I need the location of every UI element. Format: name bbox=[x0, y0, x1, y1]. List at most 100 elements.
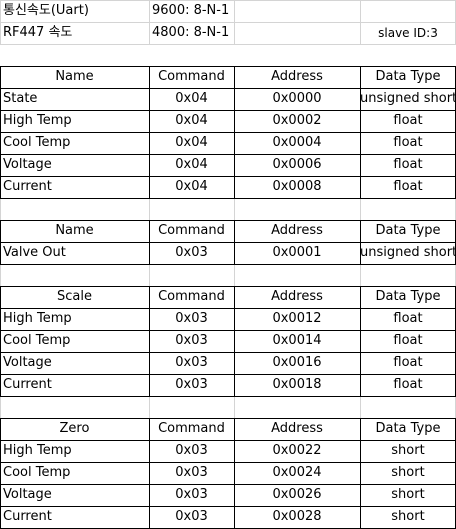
command-cell: 0x04 bbox=[175, 91, 208, 106]
grid-line bbox=[149, 220, 150, 265]
grid-line bbox=[0, 0, 456, 1]
name-cell: Valve Out bbox=[3, 245, 66, 260]
name-cell: Cool Temp bbox=[3, 135, 71, 150]
data-type-cell: float bbox=[393, 355, 423, 370]
grid-line bbox=[234, 220, 235, 265]
grid-line bbox=[0, 242, 456, 243]
grid-line bbox=[0, 397, 1, 418]
table-row: Valve Out 0x03 0x0001 unsigned short bbox=[0, 242, 456, 264]
address-cell: 0x0004 bbox=[272, 135, 322, 150]
grid-line bbox=[0, 154, 456, 155]
command-cell: 0x03 bbox=[175, 443, 208, 458]
command-cell: 0x04 bbox=[175, 113, 208, 128]
grid-line bbox=[360, 418, 361, 529]
grid-line bbox=[0, 88, 456, 89]
table-row: High Temp 0x03 0x0022 short bbox=[0, 440, 456, 462]
address-cell: 0x0022 bbox=[272, 443, 322, 458]
grid-line bbox=[0, 132, 456, 133]
name-cell: State bbox=[3, 91, 38, 106]
grid-line bbox=[0, 352, 456, 353]
data-type-cell: float bbox=[393, 311, 423, 326]
grid-line bbox=[0, 176, 456, 177]
setting-extra bbox=[360, 0, 456, 22]
grid-line bbox=[360, 66, 361, 199]
grid-line bbox=[234, 286, 235, 397]
data-type-cell: Data Type bbox=[375, 223, 441, 238]
table-header-row: Name Command Address Data Type bbox=[0, 66, 456, 88]
table-row: Current 0x03 0x0018 float bbox=[0, 374, 456, 396]
table-row: Voltage 0x04 0x0006 float bbox=[0, 154, 456, 176]
name-cell: Cool Temp bbox=[3, 465, 71, 480]
data-type-cell: unsigned short bbox=[360, 245, 456, 260]
grid-line bbox=[360, 199, 361, 220]
command-cell: 0x03 bbox=[175, 355, 208, 370]
command-cell: 0x03 bbox=[175, 333, 208, 348]
address-cell: 0x0026 bbox=[272, 487, 322, 502]
address-cell: 0x0014 bbox=[272, 333, 322, 348]
table-row: State 0x04 0x0000 unsigned short bbox=[0, 88, 456, 110]
name-cell: High Temp bbox=[3, 443, 72, 458]
data-type-cell: Data Type bbox=[375, 289, 441, 304]
grid-line bbox=[0, 265, 1, 286]
grid-line bbox=[149, 286, 150, 397]
grid-line bbox=[0, 66, 456, 67]
setting-label: RF447 속도 bbox=[3, 25, 73, 40]
settings-row: 통신속도(Uart) 9600: 8-N-1 bbox=[0, 0, 456, 22]
address-cell: Address bbox=[271, 421, 323, 436]
grid-line bbox=[0, 286, 1, 397]
name-cell: Current bbox=[3, 509, 52, 524]
address-cell: 0x0006 bbox=[272, 157, 322, 172]
command-cell: 0x04 bbox=[175, 135, 208, 150]
grid-line bbox=[0, 462, 456, 463]
grid-line bbox=[0, 374, 456, 375]
address-cell: Address bbox=[271, 289, 323, 304]
grid-line bbox=[149, 0, 150, 44]
grid-line bbox=[234, 199, 235, 220]
name-cell: Voltage bbox=[3, 157, 52, 172]
table-header-row: Zero Command Address Data Type bbox=[0, 418, 456, 440]
grid-line bbox=[0, 308, 456, 309]
grid-line bbox=[360, 265, 361, 286]
grid-line bbox=[360, 0, 361, 44]
table-header-row: Scale Command Address Data Type bbox=[0, 286, 456, 308]
address-cell: Address bbox=[271, 223, 323, 238]
grid-line bbox=[0, 484, 456, 485]
grid-line bbox=[0, 440, 456, 441]
grid-line bbox=[0, 506, 456, 507]
grid-line bbox=[149, 265, 150, 286]
grid-line bbox=[360, 220, 361, 265]
address-cell: 0x0012 bbox=[272, 311, 322, 326]
grid-line bbox=[0, 418, 1, 529]
address-cell: 0x0024 bbox=[272, 465, 322, 480]
setting-value: 4800: 8-N-1 bbox=[152, 25, 230, 40]
data-type-cell: float bbox=[393, 135, 423, 150]
grid-line bbox=[234, 66, 235, 199]
data-type-cell: unsigned short bbox=[360, 91, 456, 106]
address-cell: 0x0000 bbox=[272, 91, 322, 106]
setting-label: 통신속도(Uart) bbox=[3, 3, 89, 18]
table-row: Cool Temp 0x03 0x0014 float bbox=[0, 330, 456, 352]
name-cell: Name bbox=[55, 69, 94, 84]
table-row: High Temp 0x03 0x0012 float bbox=[0, 308, 456, 330]
grid-line bbox=[149, 397, 150, 418]
command-cell: 0x04 bbox=[175, 179, 208, 194]
data-type-cell: float bbox=[393, 333, 423, 348]
table-row: Current 0x03 0x0028 short bbox=[0, 506, 456, 528]
data-type-cell: float bbox=[393, 377, 423, 392]
command-cell: Command bbox=[158, 421, 225, 436]
grid-line bbox=[234, 397, 235, 418]
data-type-cell: short bbox=[391, 443, 425, 458]
grid-line bbox=[0, 396, 456, 397]
data-type-cell: short bbox=[391, 465, 425, 480]
table-row: Voltage 0x03 0x0026 short bbox=[0, 484, 456, 506]
command-cell: 0x03 bbox=[175, 245, 208, 260]
grid-line bbox=[0, 330, 456, 331]
grid-line bbox=[234, 265, 235, 286]
name-cell: High Temp bbox=[3, 113, 72, 128]
name-cell: Zero bbox=[59, 421, 90, 436]
command-cell: Command bbox=[158, 69, 225, 84]
grid-line bbox=[234, 418, 235, 529]
address-cell: 0x0028 bbox=[272, 509, 322, 524]
grid-line bbox=[149, 199, 150, 220]
